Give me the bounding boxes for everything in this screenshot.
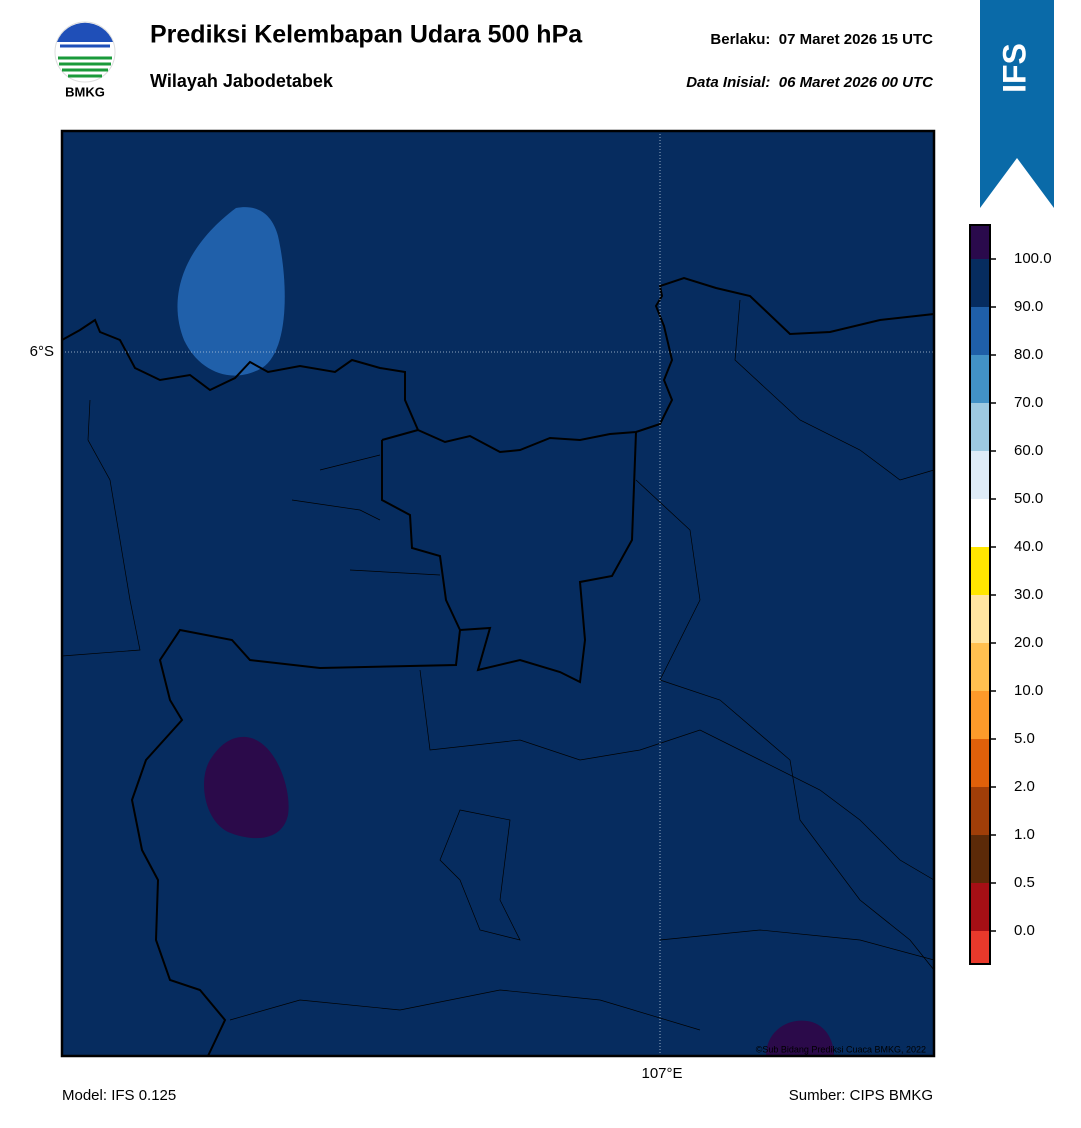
colorbar-label: 80.0 (1014, 346, 1043, 363)
colorbar-label: 60.0 (1014, 442, 1043, 459)
colorbar-segment (970, 547, 990, 595)
colorbar-label: 10.0 (1014, 682, 1043, 699)
colorbar-label: 90.0 (1014, 298, 1043, 315)
model-badge (980, 0, 1054, 208)
colorbar-segment (970, 499, 990, 547)
colorbar-label: 1.0 (1014, 826, 1035, 843)
colorbar-label: 40.0 (1014, 538, 1043, 555)
lat-label: 6°S (30, 343, 54, 360)
colorbar-segment (970, 931, 990, 964)
title: Prediksi Kelembapan Udara 500 hPa (150, 21, 583, 49)
boundary (61, 299, 935, 1031)
subtitle: Wilayah Jabodetabek (150, 71, 334, 91)
bmkg-logo: BMKG (54, 21, 116, 99)
humidity-area (204, 736, 289, 839)
colorbar-segment (970, 307, 990, 355)
colorbar-segment (970, 451, 990, 499)
colorbar-segment (970, 691, 990, 739)
copyright: ©Sub Bidang Prediksi Cuaca BMKG, 2022 (756, 1044, 926, 1054)
logo-text: BMKG (65, 84, 105, 99)
colorbar-label: 0.0 (1014, 922, 1035, 939)
colorbar-segment (970, 643, 990, 691)
colorbar-label: 70.0 (1014, 394, 1043, 411)
humidity-area (177, 207, 285, 376)
colorbar-label: 5.0 (1014, 730, 1035, 747)
map: ©Sub Bidang Prediksi Cuaca BMKG, 2022 (60, 129, 936, 1058)
lon-label: 107°E (641, 1065, 682, 1082)
footer-model: Model: IFS 0.125 (62, 1087, 176, 1104)
colorbar-segment (970, 835, 990, 883)
colorbar-segment (970, 883, 990, 931)
colorbar-segment (970, 225, 990, 259)
humidity-area (766, 1020, 834, 1056)
colorbar-segment (970, 259, 990, 307)
colorbar-label: 50.0 (1014, 490, 1043, 507)
colorbar-label: 100.0 (1014, 250, 1052, 267)
model-badge-text: IFS (996, 43, 1032, 93)
valid-time: Berlaku: 07 Maret 2026 15 UTC (710, 31, 933, 48)
colorbar-label: 2.0 (1014, 778, 1035, 795)
colorbar: 100.0 90.0 80.0 70.0 60.0 50.0 40.0 30.0 20.0 10.… (969, 224, 1052, 965)
colorbar-segment (970, 355, 990, 403)
map-frame (60, 129, 936, 1058)
colorbar-segment (970, 403, 990, 451)
initial-time: Data Inisial: 06 Maret 2026 00 UTC (686, 74, 934, 91)
colorbar-segment (970, 739, 990, 787)
coastline (61, 276, 935, 1057)
colorbar-label: 30.0 (1014, 586, 1043, 603)
colorbar-label: 20.0 (1014, 634, 1043, 651)
footer-source: Sumber: CIPS BMKG (789, 1087, 933, 1104)
colorbar-segment (970, 595, 990, 643)
colorbar-segment (970, 787, 990, 835)
colorbar-label: 0.5 (1014, 874, 1035, 891)
